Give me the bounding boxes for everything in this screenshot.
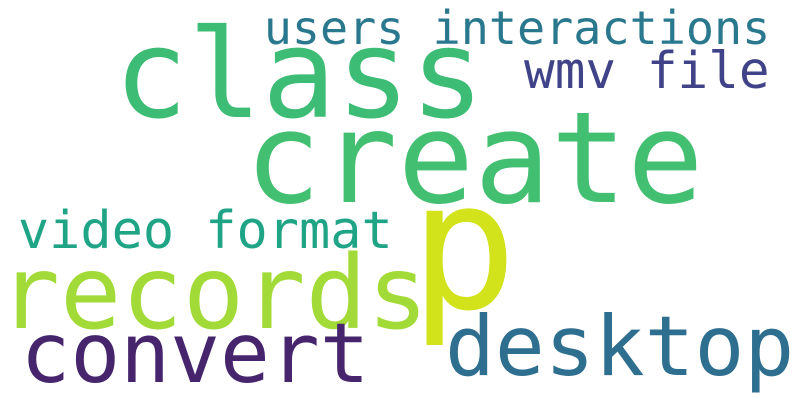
word-desktop: desktop [445, 297, 795, 395]
word-users-interactions: users interactions [263, 1, 771, 56]
word-convert: convert [20, 305, 370, 400]
word-wmv-file: wmv file [524, 41, 770, 101]
word-p: p [410, 142, 518, 350]
word-records: records [0, 233, 429, 353]
word-class: class [113, 3, 485, 147]
word-video-format: video format [17, 200, 393, 261]
word-create: create [244, 83, 704, 232]
